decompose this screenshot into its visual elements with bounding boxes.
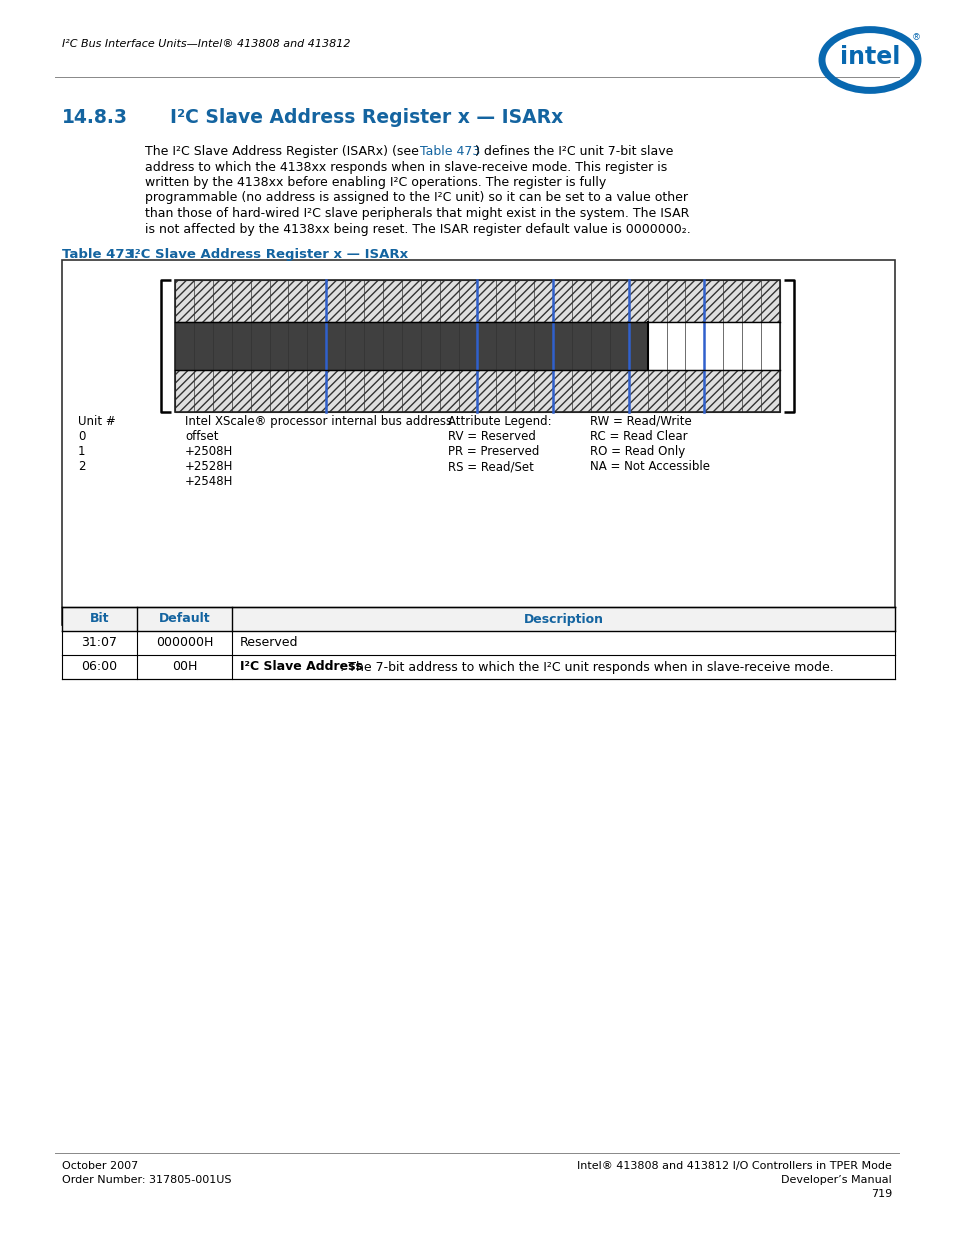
Text: Default: Default: [158, 613, 210, 625]
Text: Attribute Legend:: Attribute Legend:: [448, 415, 551, 429]
Text: Bit: Bit: [90, 613, 110, 625]
Text: 0: 0: [78, 430, 85, 443]
Text: ®: ®: [910, 32, 920, 42]
Text: 14.8.3: 14.8.3: [62, 107, 128, 127]
Text: RC = Read Clear: RC = Read Clear: [589, 430, 687, 443]
Bar: [174, 322, 780, 370]
Text: PR = Preserved: PR = Preserved: [448, 445, 538, 458]
Text: Intel XScale® processor internal bus address: Intel XScale® processor internal bus add…: [185, 415, 452, 429]
Text: intel: intel: [839, 44, 900, 69]
Text: Intel® 413808 and 413812 I/O Controllers in TPER Mode: Intel® 413808 and 413812 I/O Controllers…: [577, 1161, 891, 1171]
Bar: [62, 631, 894, 655]
Bar: [647, 322, 780, 370]
Bar: [174, 370, 780, 412]
Text: Developer’s Manual: Developer’s Manual: [781, 1174, 891, 1186]
Text: Description: Description: [523, 613, 603, 625]
Text: I²C Slave Address Register x — ISARx: I²C Slave Address Register x — ISARx: [130, 248, 408, 261]
Bar: [174, 280, 780, 322]
Text: Table 473.: Table 473.: [62, 248, 139, 261]
Bar: [174, 280, 780, 412]
Text: RW = Read/Write: RW = Read/Write: [589, 415, 691, 429]
Text: RS = Read/Set: RS = Read/Set: [448, 459, 534, 473]
Text: RV = Reserved: RV = Reserved: [448, 430, 536, 443]
Bar: [62, 655, 894, 679]
Text: 06:00: 06:00: [81, 661, 117, 673]
Bar: [62, 261, 894, 625]
Text: +2508H: +2508H: [185, 445, 233, 458]
Text: 1: 1: [78, 445, 86, 458]
Text: +2528H: +2528H: [185, 459, 233, 473]
Text: : The 7-bit address to which the I²C unit responds when in slave-receive mode.: : The 7-bit address to which the I²C uni…: [339, 661, 833, 673]
Text: 000000H: 000000H: [155, 636, 213, 650]
Text: is not affected by the 4138xx being reset. The ISAR register default value is 00: is not affected by the 4138xx being rese…: [145, 222, 690, 236]
Text: 719: 719: [870, 1189, 891, 1199]
Text: written by the 4138xx before enabling I²C operations. The register is fully: written by the 4138xx before enabling I²…: [145, 177, 605, 189]
Text: I²C Slave Address: I²C Slave Address: [240, 661, 362, 673]
Text: ) defines the I²C unit 7-bit slave: ) defines the I²C unit 7-bit slave: [475, 144, 673, 158]
Text: Table 473: Table 473: [419, 144, 479, 158]
Text: Unit #: Unit #: [78, 415, 115, 429]
Bar: [62, 606, 894, 631]
Text: Order Number: 317805-001US: Order Number: 317805-001US: [62, 1174, 232, 1186]
Text: October 2007: October 2007: [62, 1161, 138, 1171]
Text: Reserved: Reserved: [240, 636, 298, 650]
Text: NA = Not Accessible: NA = Not Accessible: [589, 459, 709, 473]
Text: offset: offset: [185, 430, 218, 443]
Text: The I²C Slave Address Register (ISARx) (see: The I²C Slave Address Register (ISARx) (…: [145, 144, 422, 158]
Text: I²C Bus Interface Units—Intel® 413808 and 413812: I²C Bus Interface Units—Intel® 413808 an…: [62, 40, 350, 49]
Text: programmable (no address is assigned to the I²C unit) so it can be set to a valu: programmable (no address is assigned to …: [145, 191, 687, 205]
Text: 31:07: 31:07: [81, 636, 117, 650]
Text: 2: 2: [78, 459, 86, 473]
Bar: [174, 370, 780, 412]
Text: address to which the 4138xx responds when in slave-receive mode. This register i: address to which the 4138xx responds whe…: [145, 161, 666, 173]
Bar: [174, 280, 780, 322]
Text: +2548H: +2548H: [185, 475, 233, 488]
Text: I²C Slave Address Register x — ISARx: I²C Slave Address Register x — ISARx: [170, 107, 562, 127]
Text: RO = Read Only: RO = Read Only: [589, 445, 684, 458]
Text: 00H: 00H: [172, 661, 197, 673]
Text: than those of hard-wired I²C slave peripherals that might exist in the system. T: than those of hard-wired I²C slave perip…: [145, 207, 689, 220]
